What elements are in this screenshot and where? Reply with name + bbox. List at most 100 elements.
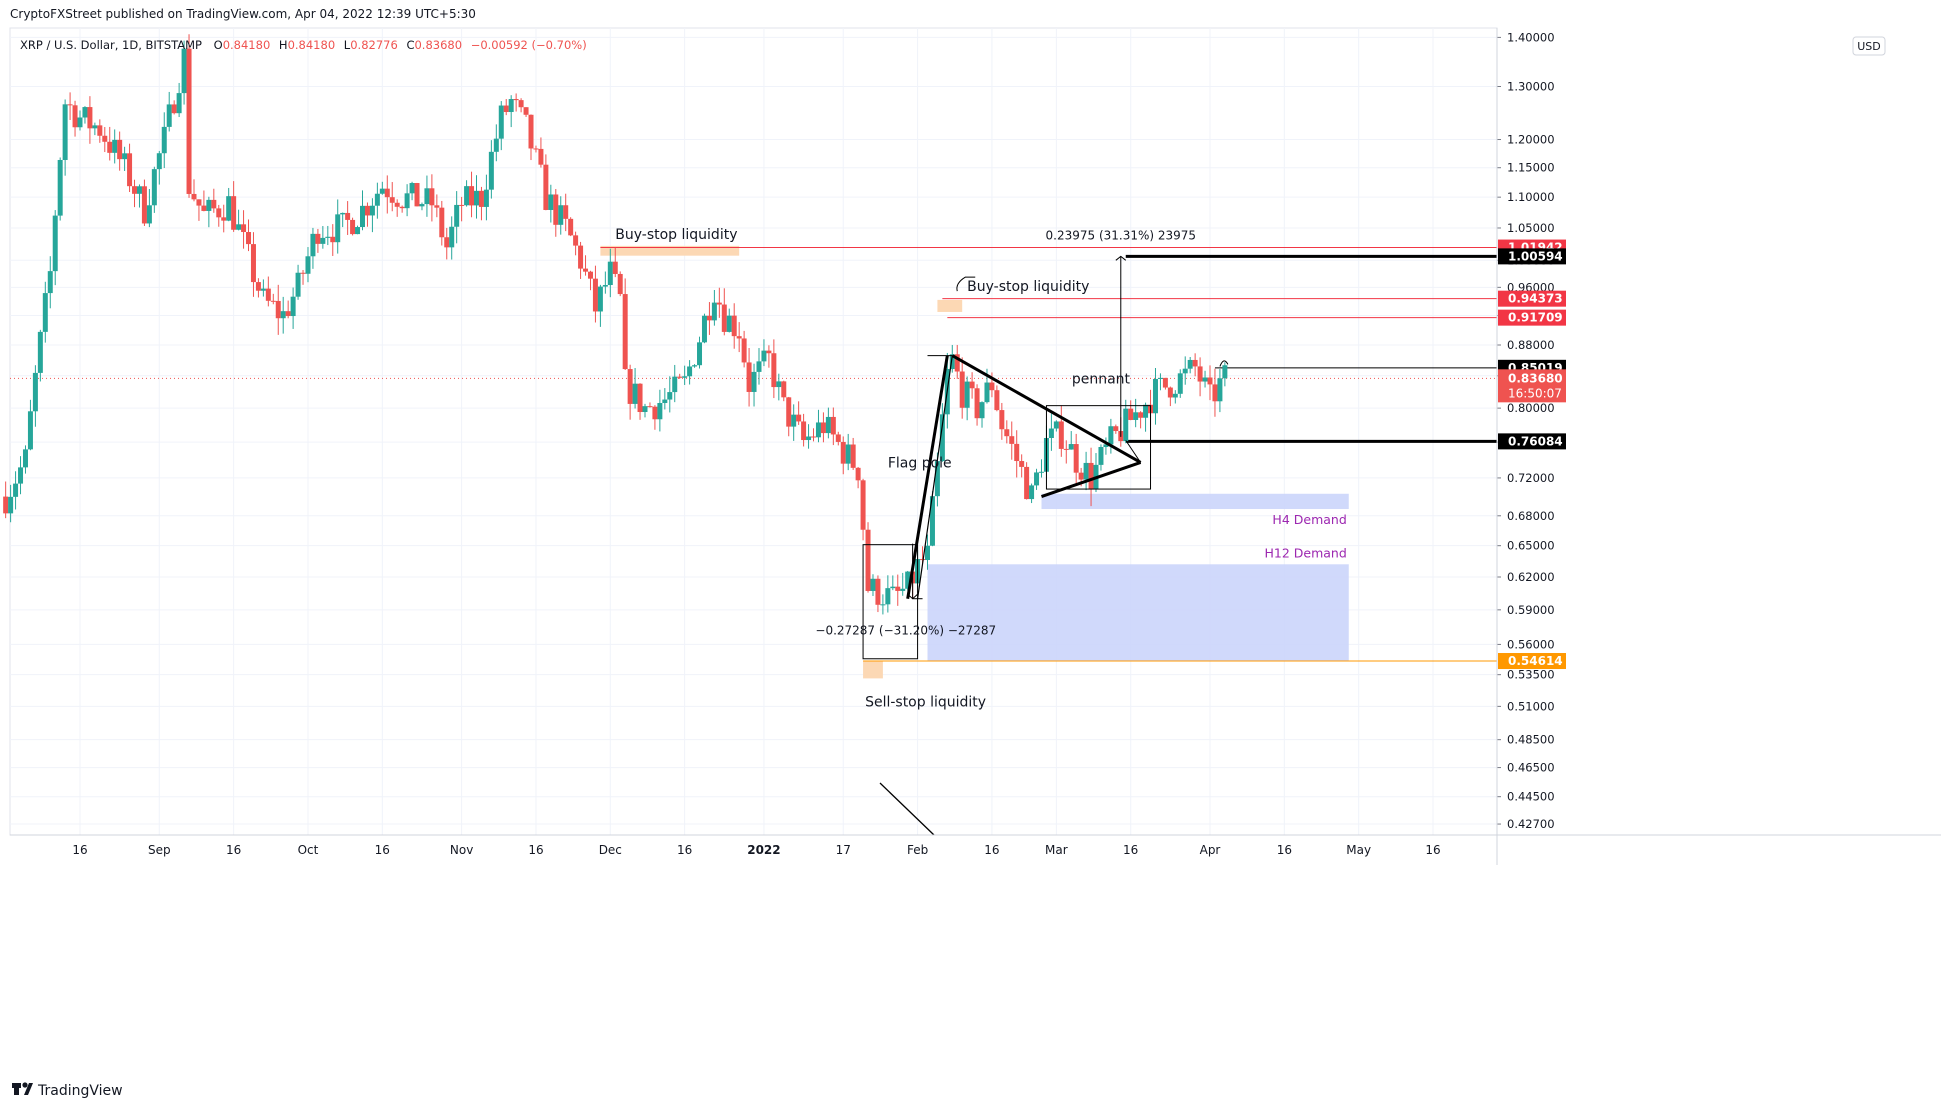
candle bbox=[1197, 357, 1203, 397]
candle bbox=[870, 574, 876, 597]
time-tick-13: Mar bbox=[1045, 843, 1068, 857]
candle-body bbox=[900, 588, 906, 591]
flag-pole-measure bbox=[916, 355, 953, 599]
candle bbox=[424, 175, 430, 217]
candle-body bbox=[82, 107, 88, 118]
candle bbox=[112, 129, 118, 164]
candle bbox=[330, 224, 336, 256]
candle bbox=[617, 271, 623, 297]
candle-body bbox=[8, 496, 14, 514]
candle-body bbox=[300, 272, 306, 274]
candle-body bbox=[964, 381, 970, 408]
candle-body bbox=[786, 397, 792, 427]
liquidity-box-1 bbox=[937, 299, 963, 312]
candle-body bbox=[885, 588, 891, 605]
price-hook-mark bbox=[1219, 360, 1229, 367]
candle bbox=[796, 401, 802, 425]
candle bbox=[929, 491, 935, 547]
candle-body bbox=[657, 403, 663, 420]
candle-body bbox=[1182, 368, 1188, 374]
candle bbox=[964, 376, 970, 421]
candle bbox=[37, 329, 43, 382]
candle bbox=[716, 287, 722, 318]
candle bbox=[662, 388, 668, 410]
candle bbox=[801, 413, 807, 447]
candle-body bbox=[117, 139, 123, 160]
candle bbox=[607, 248, 613, 298]
candle-body bbox=[97, 125, 103, 136]
time-tick-11: Feb bbox=[907, 843, 928, 857]
candle-body bbox=[87, 107, 93, 129]
price-tick-0.68000: 0.68000 bbox=[1507, 509, 1555, 523]
candle bbox=[736, 322, 742, 353]
candle bbox=[127, 143, 133, 192]
candle-body bbox=[355, 227, 361, 235]
candle-body bbox=[726, 315, 732, 332]
candle bbox=[1068, 431, 1074, 450]
price-axis[interactable]: 1.40000 1.30000 1.20000 1.15000 1.10000 1.050… bbox=[1497, 30, 1886, 831]
candle-body bbox=[52, 215, 58, 272]
candle bbox=[67, 92, 73, 120]
candle bbox=[13, 471, 19, 510]
candle-body bbox=[265, 288, 271, 301]
candle bbox=[895, 574, 901, 606]
candle-body bbox=[994, 390, 1000, 411]
candle bbox=[8, 484, 14, 523]
candle-body bbox=[756, 361, 762, 372]
candle bbox=[171, 100, 177, 115]
candle bbox=[27, 399, 33, 451]
candle bbox=[47, 256, 53, 309]
candle-body bbox=[196, 199, 202, 206]
candle-body bbox=[959, 371, 965, 408]
candle-body bbox=[677, 376, 683, 378]
candle bbox=[464, 180, 470, 207]
candle bbox=[602, 271, 608, 294]
candle bbox=[404, 184, 410, 217]
candle-body bbox=[692, 365, 698, 367]
candle bbox=[1053, 420, 1059, 432]
candle-body bbox=[667, 392, 673, 400]
candle-body bbox=[736, 336, 742, 339]
symbol-legend[interactable]: XRP / U.S. Dollar, 1D, BITSTAMP O0.84180… bbox=[20, 38, 587, 52]
time-tick-5: Nov bbox=[450, 843, 473, 857]
candle bbox=[1202, 370, 1208, 388]
currency-box bbox=[1852, 36, 1886, 56]
candle-body bbox=[573, 235, 579, 246]
candle-body bbox=[127, 153, 133, 187]
candle bbox=[478, 186, 484, 221]
time-tick-12: 16 bbox=[984, 843, 999, 857]
candle-body bbox=[568, 218, 574, 236]
candle bbox=[176, 82, 182, 118]
flag-pole-label: Flag pole bbox=[888, 455, 952, 471]
candle-body bbox=[781, 381, 787, 398]
candle-body bbox=[687, 366, 693, 377]
candle bbox=[1108, 418, 1114, 454]
time-axis[interactable]: 16 Sep 16 Oct 16 Nov 16 Dec 16 2022 17 Feb 16 Mar 16 Ap… bbox=[10, 28, 1941, 865]
candle bbox=[741, 330, 747, 368]
candle bbox=[374, 182, 380, 219]
candle bbox=[860, 478, 866, 541]
candle-body bbox=[1187, 359, 1193, 369]
candle-body bbox=[320, 237, 326, 244]
pattern-drawings bbox=[862, 255, 1229, 836]
candle-body bbox=[801, 421, 807, 441]
candle bbox=[459, 196, 465, 222]
candle-body bbox=[419, 204, 425, 207]
candle bbox=[379, 181, 385, 195]
candle-body bbox=[1029, 485, 1035, 500]
candle-body bbox=[384, 188, 390, 198]
candle-body bbox=[241, 224, 247, 233]
candle-body bbox=[47, 271, 53, 294]
price-label-text: 0.76084 bbox=[1508, 434, 1563, 448]
candle-body bbox=[439, 207, 445, 238]
candle-body bbox=[969, 381, 975, 389]
high-value: 0.84180 bbox=[288, 38, 336, 52]
candle bbox=[1162, 377, 1168, 390]
candle-body bbox=[830, 416, 836, 435]
candle bbox=[196, 199, 202, 221]
candle-body bbox=[984, 382, 990, 403]
symbol-name[interactable]: XRP / U.S. Dollar, 1D, BITSTAMP bbox=[20, 38, 202, 52]
candle-body bbox=[399, 206, 405, 209]
candle-body bbox=[186, 48, 192, 194]
